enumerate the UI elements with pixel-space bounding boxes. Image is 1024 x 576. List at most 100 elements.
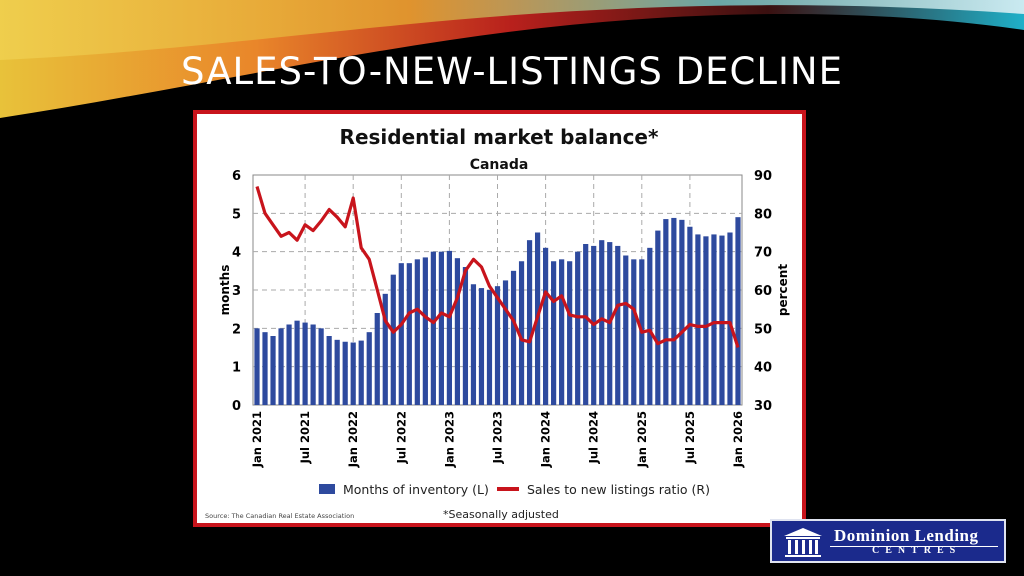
bar-months-of-inventory bbox=[518, 261, 525, 405]
y-tick-left: 3 bbox=[232, 284, 241, 299]
source-note: Source: The Canadian Real Estate Associa… bbox=[205, 512, 354, 520]
y-axis-right-label: percent bbox=[776, 264, 790, 316]
bar-months-of-inventory bbox=[422, 257, 428, 405]
bar-months-of-inventory bbox=[318, 328, 324, 405]
bar-months-of-inventory bbox=[526, 240, 533, 405]
bar-months-of-inventory bbox=[334, 339, 340, 405]
bar-months-of-inventory bbox=[286, 324, 292, 405]
legend-label-line: Sales to new listings ratio (R) bbox=[527, 482, 710, 497]
bar-months-of-inventory bbox=[278, 328, 284, 405]
x-tick-label: Jan 2023 bbox=[442, 411, 456, 468]
legend-swatch-bar bbox=[319, 484, 335, 494]
bar-months-of-inventory bbox=[382, 293, 388, 405]
legend-swatch-line bbox=[497, 487, 519, 491]
bar-months-of-inventory bbox=[270, 336, 276, 405]
bar-months-of-inventory bbox=[350, 342, 356, 405]
bar-months-of-inventory bbox=[486, 290, 493, 405]
chart-title: Residential market balance* bbox=[340, 125, 659, 149]
y-tick-right: 30 bbox=[754, 399, 772, 414]
x-tick-label: Jan 2021 bbox=[250, 411, 264, 468]
bar-months-of-inventory bbox=[462, 267, 469, 405]
bar-months-of-inventory bbox=[494, 286, 501, 405]
bar-months-of-inventory bbox=[438, 251, 444, 405]
bar-months-of-inventory bbox=[583, 244, 589, 405]
bar-months-of-inventory bbox=[727, 232, 733, 405]
bar-months-of-inventory bbox=[454, 258, 461, 405]
bar-months-of-inventory bbox=[294, 320, 300, 405]
x-tick-label: Jul 2021 bbox=[298, 411, 312, 464]
bar-months-of-inventory bbox=[599, 240, 605, 405]
bar-months-of-inventory bbox=[615, 245, 621, 405]
x-tick-label: Jan 2022 bbox=[346, 411, 360, 468]
y-tick-right: 90 bbox=[754, 169, 772, 184]
bar-months-of-inventory bbox=[502, 280, 509, 405]
dominion-lending-logo: Dominion Lending CENTRES bbox=[770, 519, 1006, 563]
columns-icon bbox=[784, 528, 822, 557]
slide-title: SALES-TO-NEW-LISTINGS DECLINE bbox=[181, 50, 843, 93]
line-sales-to-new-listings bbox=[255, 186, 740, 348]
bar-months-of-inventory bbox=[543, 247, 549, 405]
bar-months-of-inventory bbox=[262, 332, 268, 405]
x-tick-label: Jul 2024 bbox=[587, 411, 601, 464]
y-axis-left-label: months bbox=[218, 265, 232, 316]
bar-months-of-inventory bbox=[470, 284, 477, 405]
bar-months-of-inventory bbox=[679, 219, 685, 405]
x-tick-label: Jan 2026 bbox=[731, 411, 745, 468]
bar-months-of-inventory bbox=[310, 324, 316, 405]
y-tick-left: 6 bbox=[232, 169, 241, 184]
bar-months-of-inventory bbox=[567, 261, 573, 405]
bar-months-of-inventory bbox=[631, 259, 637, 405]
x-tick-label: Jul 2023 bbox=[491, 411, 505, 464]
x-tick-label: Jul 2025 bbox=[683, 411, 697, 464]
bar-months-of-inventory bbox=[703, 236, 709, 405]
legend: Months of inventory (L) Sales to new lis… bbox=[319, 482, 710, 497]
logo-text-line1: Dominion Lending bbox=[834, 526, 979, 545]
bar-months-of-inventory bbox=[342, 341, 348, 405]
y-tick-right: 70 bbox=[754, 246, 772, 261]
y-tick-left: 0 bbox=[232, 399, 241, 414]
bar-months-of-inventory bbox=[663, 219, 669, 405]
bar-months-of-inventory bbox=[302, 322, 308, 405]
bar-months-of-inventory bbox=[478, 288, 485, 405]
logo-text-line2: CENTRES bbox=[872, 545, 962, 556]
bar-months-of-inventory bbox=[406, 263, 412, 405]
bar-months-of-inventory bbox=[366, 332, 372, 405]
swoosh-highlight bbox=[0, 0, 1024, 60]
bar-months-of-inventory bbox=[623, 255, 629, 405]
bar-months-of-inventory bbox=[374, 313, 380, 405]
bar-months-of-inventory bbox=[551, 261, 557, 405]
y-tick-left: 2 bbox=[232, 322, 241, 337]
y-tick-right: 50 bbox=[754, 322, 772, 337]
bar-months-of-inventory bbox=[414, 259, 420, 405]
x-tick-label: Jul 2022 bbox=[394, 411, 408, 464]
x-tick-label: Jan 2024 bbox=[539, 411, 553, 468]
bar-months-of-inventory bbox=[671, 217, 677, 405]
x-tick-label: Jan 2025 bbox=[635, 411, 649, 468]
bar-months-of-inventory bbox=[695, 234, 701, 405]
bar-months-of-inventory bbox=[559, 259, 565, 405]
logo-divider bbox=[830, 546, 998, 547]
bar-months-of-inventory bbox=[510, 270, 517, 405]
bar-months-of-inventory bbox=[735, 217, 741, 405]
chart-frame: Residential market balance* Canada month… bbox=[193, 110, 806, 527]
bar-months-of-inventory bbox=[326, 336, 332, 405]
footnote: *Seasonally adjusted bbox=[443, 508, 559, 521]
bar-months-of-inventory bbox=[711, 234, 717, 405]
bar-months-of-inventory bbox=[430, 251, 436, 405]
chart: Residential market balance* Canada month… bbox=[205, 125, 790, 521]
bar-months-of-inventory bbox=[687, 226, 693, 405]
bar-months-of-inventory bbox=[719, 235, 725, 405]
chart-subtitle: Canada bbox=[470, 157, 529, 173]
bar-months-of-inventory bbox=[446, 250, 452, 405]
y-tick-left: 5 bbox=[232, 207, 241, 222]
y-tick-right: 40 bbox=[754, 361, 772, 376]
bar-months-of-inventory bbox=[575, 251, 581, 405]
bar-months-of-inventory bbox=[398, 263, 404, 405]
y-tick-right: 80 bbox=[754, 207, 772, 222]
legend-label-bar: Months of inventory (L) bbox=[343, 482, 489, 497]
bar-months-of-inventory bbox=[390, 274, 396, 405]
bar-months-of-inventory bbox=[254, 328, 260, 405]
y-tick-right: 60 bbox=[754, 284, 772, 299]
bar-months-of-inventory bbox=[647, 247, 653, 405]
